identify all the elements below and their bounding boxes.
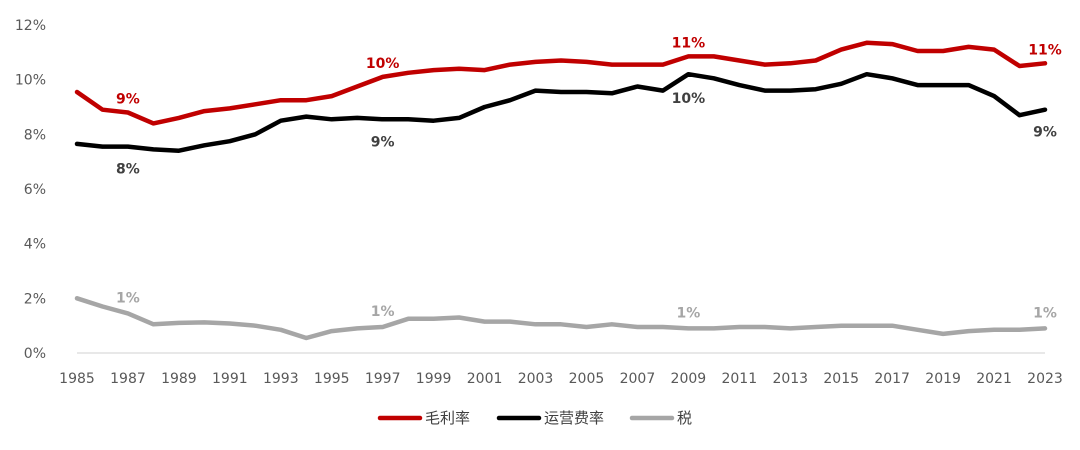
chart-series: [74, 40, 1048, 341]
x-tick-label: 2007: [620, 371, 656, 387]
x-tick-label: 2017: [874, 371, 910, 387]
data-label: 1%: [116, 290, 140, 306]
data-label: 1%: [1033, 305, 1057, 321]
x-tick-label: 2015: [823, 371, 859, 387]
y-tick-label: 12%: [15, 18, 46, 34]
x-tick-label: 2003: [518, 371, 554, 387]
y-tick-label: 0%: [24, 346, 46, 362]
x-tick-label: 1991: [212, 371, 248, 387]
x-tick-label: 2005: [569, 371, 605, 387]
data-label: 1%: [371, 304, 395, 320]
y-tick-label: 8%: [24, 127, 46, 143]
data-label: 9%: [116, 91, 140, 107]
series-line-0: [74, 40, 1048, 126]
chart-axes: 0% 2% 4% 6% 8% 10% 12% 1985 1987 1989 1991 1993 1995…: [15, 18, 1063, 387]
x-tick-label: 2013: [772, 371, 808, 387]
y-tick-label: 6%: [24, 182, 46, 198]
x-tick-label: 2021: [976, 371, 1012, 387]
series-line-2: [74, 296, 1048, 341]
data-label: 10%: [672, 91, 706, 107]
x-tick-label: 2019: [925, 371, 961, 387]
legend-label-1: 运营费率: [544, 409, 604, 427]
x-tick-label: 2001: [467, 371, 503, 387]
y-tick-label: 4%: [24, 237, 46, 253]
x-tick-label: 1989: [161, 371, 197, 387]
data-label: 9%: [1033, 125, 1057, 141]
data-label: 10%: [366, 56, 400, 72]
series-line-1: [74, 71, 1048, 153]
x-tick-label: 2011: [721, 371, 757, 387]
x-tick-label: 1999: [416, 371, 452, 387]
data-label: 8%: [116, 162, 140, 178]
data-label: 11%: [1028, 42, 1062, 58]
data-label: 9%: [371, 134, 395, 150]
x-tick-label: 1995: [314, 371, 350, 387]
y-tick-label: 10%: [15, 73, 46, 89]
x-tick-label: 1985: [59, 371, 95, 387]
y-tick-label: 2%: [24, 291, 46, 307]
chart-data-labels: 9% 10% 11% 11% 8% 9% 10% 9% 1% 1% 1% 1%: [116, 35, 1062, 321]
x-tick-label: 2023: [1027, 371, 1063, 387]
chart-legend: 毛利率 运营费率 税: [377, 409, 692, 427]
legend-label-2: 税: [677, 409, 692, 427]
data-label: 11%: [672, 35, 706, 51]
x-tick-label: 1987: [110, 371, 146, 387]
x-tick-label: 1993: [263, 371, 299, 387]
x-tick-label: 2009: [671, 371, 707, 387]
data-label: 1%: [676, 305, 700, 321]
x-tick-label: 1997: [365, 371, 401, 387]
legend-label-0: 毛利率: [425, 409, 470, 427]
